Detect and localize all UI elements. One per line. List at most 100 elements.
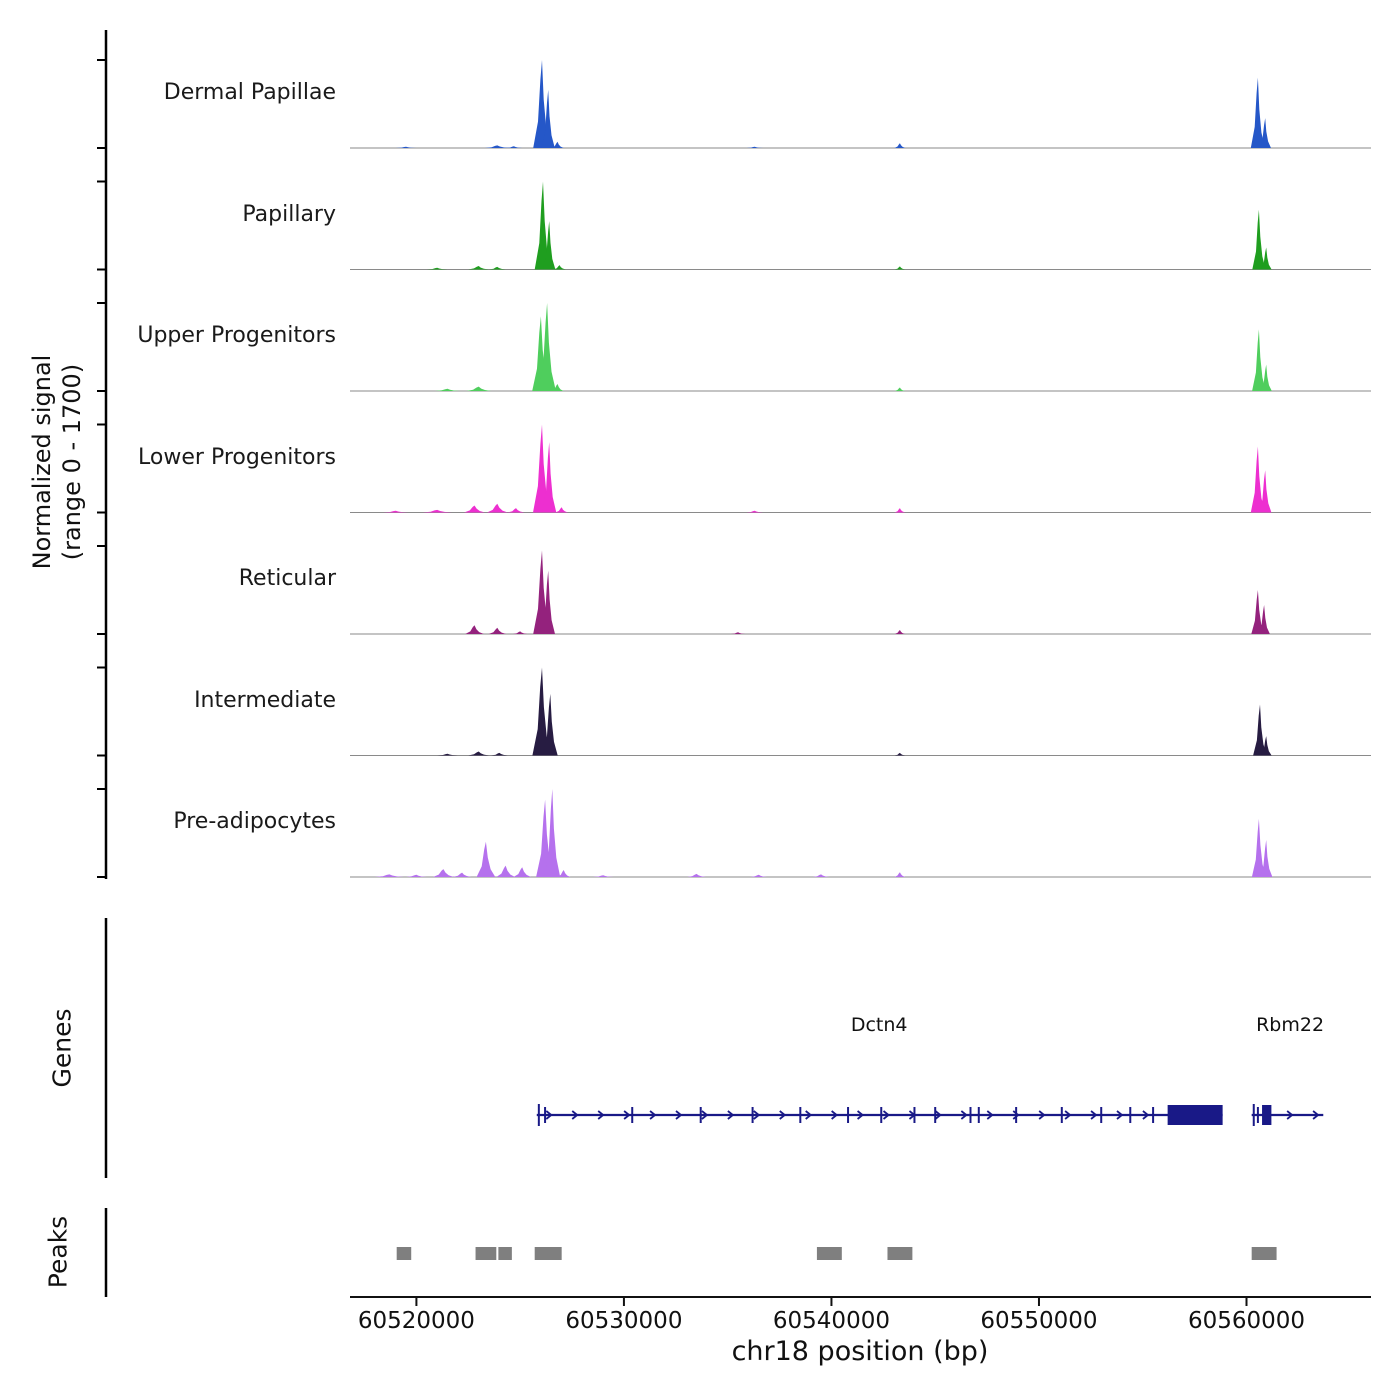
signal-peak (538, 303, 556, 391)
signal-peak (496, 865, 515, 877)
signal-peak (433, 869, 454, 877)
genes-section-label: Genes (47, 1008, 77, 1088)
gene-strand-arrow (675, 1110, 683, 1120)
signal-peak (536, 799, 554, 877)
signal-peak (1260, 364, 1272, 391)
signal-peak (484, 145, 510, 148)
signal-peak (488, 627, 507, 634)
signal-peak (437, 753, 458, 756)
signal-peak (1260, 840, 1273, 877)
signal-peak (533, 550, 551, 634)
gene-strand-arrow (779, 1110, 787, 1120)
signal-peak (894, 143, 906, 148)
signal-peak (750, 874, 768, 877)
signal-peak (383, 510, 409, 513)
gene-strand-arrow (934, 1110, 942, 1120)
x-tick-label-60560000: 60560000 (1187, 1308, 1306, 1334)
signal-peak (452, 872, 472, 877)
signal-peak (541, 89, 555, 148)
signal-peak (543, 221, 556, 270)
peak-call-box (498, 1247, 512, 1260)
signal-peak (1260, 247, 1272, 270)
signal-peak (812, 874, 830, 877)
signal-peak (592, 875, 614, 877)
gene-exon-block (1262, 1105, 1272, 1125)
x-tick-label-60540000: 60540000 (772, 1308, 890, 1334)
track-label-pre-adipocytes: Pre-adipocytes (173, 809, 336, 834)
gene-strand-arrow (1312, 1110, 1320, 1120)
signal-peak (894, 752, 906, 756)
gene-strand-arrow (960, 1110, 968, 1120)
signal-peak (557, 870, 571, 877)
signal-peak (551, 384, 564, 391)
peak-call-box (475, 1247, 497, 1260)
signal-peak (532, 316, 550, 391)
x-tick-label-60520000: 60520000 (357, 1308, 475, 1334)
signal-peak (466, 386, 492, 391)
track-label-dermal-papillae: Dermal Papillae (163, 80, 336, 105)
signal-peak (1251, 818, 1266, 877)
signal-peak (894, 872, 906, 877)
signal-peak (395, 146, 417, 148)
peak-call-box (1251, 1247, 1277, 1260)
signal-peak (468, 266, 489, 270)
gene-strand-arrow (649, 1110, 657, 1120)
signal-peak (894, 387, 906, 391)
signal-peak (468, 751, 489, 756)
signal-peak (1259, 118, 1271, 148)
x-axis-label: chr18 position (bp) (731, 1336, 989, 1367)
gene-strand-arrow (831, 1110, 839, 1120)
gene-strand-arrow (882, 1110, 890, 1120)
gene-strand-arrow (805, 1110, 813, 1120)
gene-label-rbm22: Rbm22 (1256, 1014, 1325, 1036)
signal-peak (422, 509, 452, 513)
track-label-papillary: Papillary (242, 201, 336, 227)
signal-peak (1253, 704, 1267, 756)
gene-strand-arrow (908, 1110, 916, 1120)
signal-peak (476, 841, 496, 877)
x-tick-label-60550000: 60550000 (980, 1308, 1098, 1334)
x-tick-label-60530000: 60530000 (565, 1308, 683, 1334)
gene-label-dctn4: Dctn4 (850, 1014, 908, 1036)
gene-strand-arrow (545, 1110, 553, 1120)
signal-peak (730, 632, 746, 634)
track-label-upper-progenitors: Upper Progenitors (137, 323, 336, 348)
track-label-lower-progenitors: Lower Progenitors (138, 444, 336, 470)
signal-peak (894, 266, 906, 270)
signal-peak (512, 631, 528, 634)
gene-strand-arrow (1012, 1110, 1020, 1120)
gene-strand-arrow (1286, 1110, 1294, 1120)
signal-peak (746, 146, 763, 148)
signal-peak (489, 266, 506, 270)
peak-call-box (534, 1247, 562, 1260)
gene-strand-arrow (1116, 1110, 1124, 1120)
signal-peak (553, 265, 566, 270)
signal-peak (1260, 736, 1272, 756)
signal-peak (435, 388, 460, 391)
signal-peak (1251, 590, 1265, 634)
signal-peak (1250, 446, 1265, 513)
signal-peak (542, 442, 557, 513)
signal-peak (746, 510, 763, 513)
gene-strand-arrow (571, 1110, 579, 1120)
signal-peak (533, 60, 551, 148)
signal-peak (374, 874, 404, 877)
gene-strand-arrow (623, 1110, 631, 1120)
signal-peak (544, 789, 561, 877)
track-label-intermediate: Intermediate (194, 687, 336, 713)
gene-strand-arrow (753, 1110, 761, 1120)
signal-peak (1250, 77, 1265, 148)
signal-peak (507, 508, 525, 513)
gene-strand-arrow (1064, 1110, 1072, 1120)
signal-peak (487, 503, 508, 513)
signal-peak (533, 424, 551, 513)
signal-peak (534, 181, 552, 270)
signal-peak (1258, 605, 1270, 634)
signal-peak (687, 873, 706, 877)
signal-peak (541, 570, 555, 634)
gene-strand-arrow (701, 1110, 709, 1120)
gene-exon-block (1167, 1105, 1223, 1125)
track-label-reticular: Reticular (238, 566, 336, 591)
